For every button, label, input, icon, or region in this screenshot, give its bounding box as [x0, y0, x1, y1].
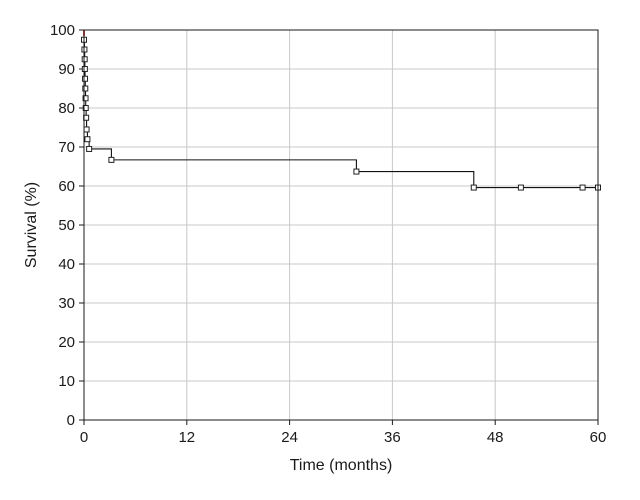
x-tick-label: 36	[384, 429, 401, 446]
survival-curve	[83, 30, 598, 189]
censor-marker	[82, 95, 89, 102]
ticks-layer: 0 10 20 30 40 50 60 70 80 90 100 0 12 24 36 48 60	[50, 22, 606, 446]
censor-marker	[81, 66, 88, 72]
x-tick-label: 60	[590, 429, 607, 446]
x-tick-label: 0	[80, 429, 88, 446]
y-tick-label: 10	[58, 373, 75, 390]
censor-marker	[83, 126, 90, 133]
x-tick-label: 24	[281, 429, 298, 446]
y-tick-label: 0	[67, 412, 75, 429]
censor-marker	[353, 168, 360, 175]
y-tick-label: 100	[50, 22, 75, 39]
y-tick-label: 40	[58, 256, 75, 273]
x-tick-label: 12	[178, 429, 195, 446]
y-tick-label: 80	[58, 100, 75, 117]
censor-marker	[81, 56, 88, 63]
y-axis-title: Survival (%)	[23, 182, 40, 268]
y-tick-label: 90	[58, 61, 75, 78]
plot-frame	[83, 29, 599, 421]
censor-marker	[579, 184, 586, 191]
censor-marker	[86, 145, 93, 152]
survival-step-line	[83, 30, 598, 189]
y-tick-label: 70	[58, 139, 75, 156]
censor-marker	[82, 75, 89, 82]
grid-layer	[84, 30, 598, 420]
censor-marker	[82, 85, 89, 92]
censor-marker	[84, 136, 91, 143]
censor-marker	[470, 184, 477, 191]
y-tick-label: 50	[58, 217, 75, 234]
censor-marker	[517, 184, 524, 191]
censor-markers	[81, 30, 601, 191]
censor-marker	[108, 156, 115, 163]
y-tick-label: 60	[58, 178, 75, 195]
x-axis-title: Time (months)	[290, 457, 393, 474]
x-tick-label: 48	[487, 429, 504, 446]
censor-marker	[82, 105, 89, 111]
y-tick-label: 20	[58, 334, 75, 351]
y-tick-label: 30	[58, 295, 75, 312]
